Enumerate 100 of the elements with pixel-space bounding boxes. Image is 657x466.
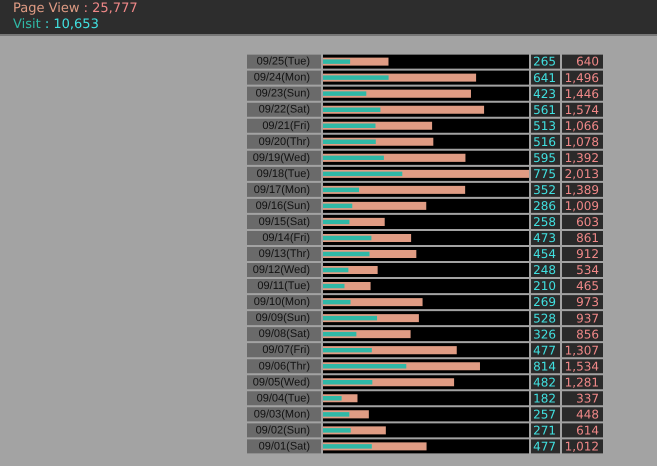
y-tick-label: 09/18(Tue) xyxy=(256,168,310,180)
data-label: 1,534 xyxy=(564,359,599,374)
data-label: 1,392 xyxy=(564,150,599,165)
bar xyxy=(323,156,384,160)
data-label: 595 xyxy=(533,150,556,165)
data-label: 1,012 xyxy=(564,440,599,454)
bar xyxy=(323,284,344,288)
bar xyxy=(323,140,376,144)
bar xyxy=(323,396,342,401)
bar xyxy=(323,75,389,80)
y-tick-label: 09/01(Sat) xyxy=(258,440,310,452)
data-label: 1,009 xyxy=(564,199,599,214)
y-tick-label: 09/17(Mon) xyxy=(254,184,310,196)
y-tick-label: 09/03(Mon) xyxy=(254,408,310,420)
data-label: 513 xyxy=(533,118,556,133)
y-tick-label: 09/10(Mon) xyxy=(254,296,310,308)
data-label: 534 xyxy=(576,263,599,278)
data-label: 1,307 xyxy=(564,343,599,358)
y-tick-label: 09/14(Fri) xyxy=(262,232,310,244)
data-label: 561 xyxy=(533,102,556,117)
y-tick-label: 09/21(Fri) xyxy=(262,120,310,132)
data-label: 603 xyxy=(576,215,599,230)
data-label: 912 xyxy=(576,247,599,262)
data-label: 1,078 xyxy=(564,134,599,149)
text: : 10,653 xyxy=(44,17,99,32)
bar xyxy=(323,91,366,96)
data-label: 423 xyxy=(533,86,556,101)
data-label: 1,496 xyxy=(564,70,599,85)
data-label: 1,446 xyxy=(564,86,599,101)
y-tick-label: 09/12(Wed) xyxy=(252,264,310,276)
y-tick-label: 09/20(Thr) xyxy=(258,136,310,148)
data-label: 1,066 xyxy=(564,118,599,133)
bar xyxy=(323,188,360,192)
y-tick-label: 09/24(Mon) xyxy=(254,72,310,84)
data-label: 448 xyxy=(576,407,599,422)
data-label: 182 xyxy=(533,391,556,406)
data-label: 269 xyxy=(533,295,556,310)
bar xyxy=(323,364,406,368)
data-label: 614 xyxy=(576,423,599,438)
data-label: 454 xyxy=(533,247,556,262)
y-tick-label: 09/16(Sun) xyxy=(256,200,310,212)
data-label: 257 xyxy=(533,407,556,422)
y-tick-label: 09/22(Sat) xyxy=(258,104,310,116)
bar xyxy=(323,124,376,128)
bar xyxy=(323,412,350,417)
data-label: 528 xyxy=(533,311,556,326)
y-tick-label: 09/04(Tue) xyxy=(256,392,310,404)
data-label: 937 xyxy=(576,311,599,326)
bar xyxy=(323,220,350,224)
bar xyxy=(323,236,372,240)
bar xyxy=(323,107,380,112)
bar xyxy=(323,268,348,272)
y-tick-label: 09/06(Thr) xyxy=(258,360,310,372)
data-label: 473 xyxy=(533,231,556,246)
data-label: 465 xyxy=(576,279,599,294)
bar xyxy=(323,380,372,384)
data-label: 248 xyxy=(533,263,556,278)
y-tick-label: 09/07(Fri) xyxy=(262,344,310,356)
data-label: 861 xyxy=(576,231,599,246)
y-tick-label: 09/13(Thr) xyxy=(258,248,310,260)
bar xyxy=(323,348,372,352)
data-label: 337 xyxy=(576,391,599,406)
y-tick-label: 09/08(Sat) xyxy=(258,328,310,340)
y-tick-label: 09/11(Tue) xyxy=(257,280,310,292)
data-label: 482 xyxy=(533,375,556,390)
data-label: 775 xyxy=(533,166,556,181)
data-label: 326 xyxy=(533,327,556,342)
data-label: 2,013 xyxy=(564,166,599,181)
y-tick-label: 09/15(Sat) xyxy=(258,216,310,228)
data-label: 856 xyxy=(576,327,599,342)
bar xyxy=(323,444,372,449)
y-tick-label: 09/19(Wed) xyxy=(252,152,310,164)
y-tick-label: 09/02(Sun) xyxy=(256,424,310,436)
bar xyxy=(323,172,402,176)
data-label: 477 xyxy=(533,343,556,358)
bar xyxy=(323,59,350,64)
y-tick-label: 09/05(Wed) xyxy=(252,376,310,388)
data-label: 1,281 xyxy=(564,375,599,390)
data-label: 258 xyxy=(533,215,556,230)
data-label: 641 xyxy=(533,70,556,85)
text: Visit xyxy=(13,17,41,32)
bar xyxy=(323,300,351,304)
data-label: 271 xyxy=(533,423,556,438)
data-label: 286 xyxy=(533,199,556,214)
data-label: 210 xyxy=(533,279,556,294)
data-label: 516 xyxy=(533,134,556,149)
y-tick-label: 09/09(Sun) xyxy=(256,312,310,324)
data-label: 352 xyxy=(533,182,556,197)
bar xyxy=(323,332,356,336)
text: : 25,777 xyxy=(84,1,138,16)
data-label: 1,389 xyxy=(564,182,599,197)
y-tick-label: 09/23(Sun) xyxy=(256,88,310,100)
data-label: 814 xyxy=(533,359,556,374)
data-label: 477 xyxy=(533,440,556,454)
text: Page View xyxy=(13,1,80,16)
data-label: 265 xyxy=(533,54,556,69)
bar xyxy=(323,316,378,320)
y-tick-label: 09/25(Tue) xyxy=(256,56,310,68)
bar xyxy=(323,428,351,433)
bar xyxy=(323,204,352,208)
